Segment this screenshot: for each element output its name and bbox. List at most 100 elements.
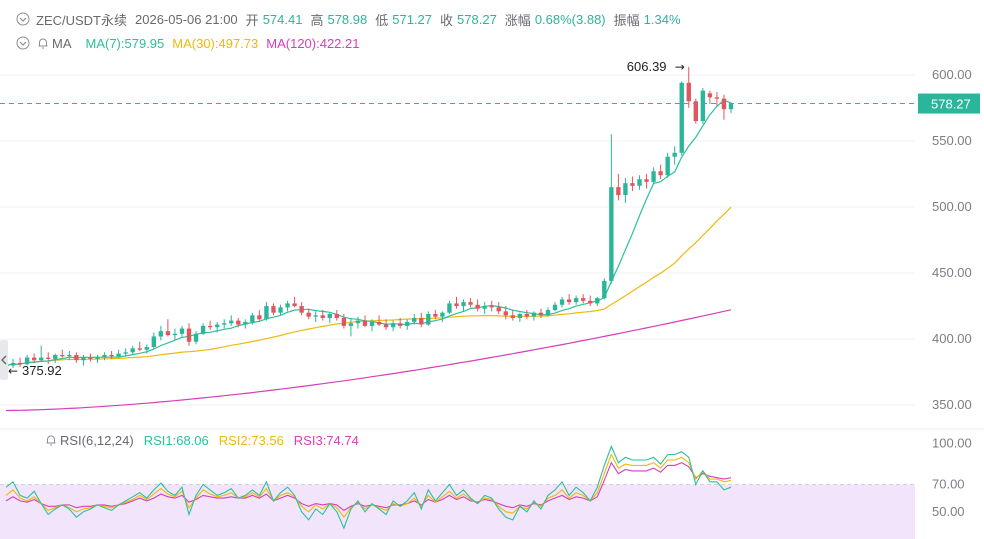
candle-body [39,357,44,361]
candle [109,351,114,359]
candle [60,349,65,358]
candle-body [397,323,403,326]
candle-body [573,298,579,303]
rsi1-line [5,444,732,530]
candle [390,320,396,332]
ma-legend: MA MA(7):579.95 MA(30):497.73 MA(120):42… [0,33,360,53]
candle [447,300,452,314]
candle-body [531,312,537,317]
candle-body [686,82,691,102]
candle-body [566,299,572,303]
bell-icon[interactable] [44,433,58,447]
candle [595,296,600,307]
candle [412,314,417,325]
candle-body [376,321,382,325]
ma-lines [5,99,732,412]
candle-body [630,183,635,186]
candle-body [524,314,530,317]
candles [3,66,734,371]
rsi-lines [5,444,732,530]
candle [88,353,93,362]
candle [552,302,558,312]
candle-body [229,320,234,324]
chevron-down-icon[interactable] [16,36,30,50]
candle [651,167,656,185]
candle-body [60,354,65,357]
candle-body [10,362,16,366]
candle-body [672,152,677,157]
candle-body [53,354,58,359]
candle [454,296,459,309]
last-price-tag-bg [918,93,980,114]
high-label: 高 [310,12,324,28]
candle-body [250,315,255,322]
candle [524,310,530,320]
candle-body [700,90,706,122]
candle-body [510,315,515,318]
rsi-legend: RSI(6,12,24) RSI1:68.06 RSI2:73.56 RSI3:… [0,430,359,450]
candle [644,173,649,189]
candle-body [390,323,396,328]
candle-body [285,303,290,308]
symbol-label: ZEC/USDT永续 [36,12,128,28]
candle-body [468,302,473,305]
candle-body [151,336,156,348]
candle-body [369,321,375,326]
candle-body [257,315,262,320]
candle-body [243,321,248,325]
candle-body [179,328,185,334]
open-label: 开 [245,12,259,28]
candle [327,312,332,324]
candle [144,344,149,354]
candle [714,92,720,107]
open-value: 574.41 [262,11,303,27]
candle-body [123,352,128,354]
rsi-indicator-title[interactable]: RSI(6,12,24) [60,432,134,448]
candle-body [602,280,607,299]
rsi-tick-label: 100.00 [932,436,972,451]
scroll-left-handle[interactable] [0,340,8,380]
candle-body [482,306,487,309]
ma-indicator-title[interactable]: MA [52,35,72,51]
candle [602,278,607,300]
candle-body [503,311,508,316]
candle-body [137,348,142,350]
candle-body [489,306,494,308]
candle-body [109,354,114,357]
candle-body [341,317,347,326]
price-tick-label: 600.00 [932,67,972,82]
candle [214,321,220,333]
candle [482,302,487,314]
candle-body [17,362,23,365]
candle-body [348,323,354,326]
candle [559,296,565,308]
candle-body [426,314,431,325]
candle [222,319,227,329]
candle-body [207,325,213,328]
candle [545,307,551,317]
candle [405,319,410,330]
change-value: 0.68%(3.88) [534,11,606,27]
candle [503,306,508,320]
bell-icon[interactable] [36,36,50,50]
chevron-down-icon[interactable] [16,12,30,26]
candle [24,354,30,366]
candle [693,98,698,124]
rsi-tick-label: 70.00 [932,477,965,492]
candle-body [454,303,459,307]
candle-body [320,315,325,318]
candle-body [538,312,544,316]
candle-body [24,357,30,365]
low-value: 571.27 [392,11,433,27]
candle [341,314,347,329]
candle [538,308,544,318]
candle-body [306,312,311,317]
candle [151,332,156,349]
candle [700,88,706,124]
price-tick-label: 400.00 [932,331,972,346]
candle [179,325,185,338]
candle [531,311,537,321]
candle-body [707,93,713,98]
candle-body [559,299,565,305]
